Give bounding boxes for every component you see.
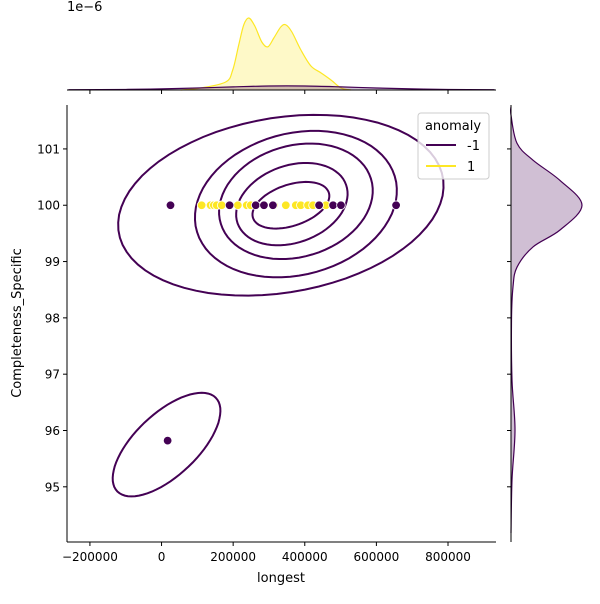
y-axis-label: Completeness_Specific [10,248,25,398]
x-axis-label: longest [257,571,305,586]
x-tick-label: 400000 [282,550,328,564]
scatter-point-anomaly-1 [281,200,291,210]
scatter-point-anomaly-1 [233,200,243,210]
x-tick-label: 600000 [353,550,399,564]
y-tick-label: 97 [45,368,60,382]
x-density-line [180,17,352,91]
y-tick-label: 95 [45,480,60,494]
y-tick-label: 99 [45,255,60,269]
scatter-point-anomaly-neg1 [314,200,324,210]
kde-contour-0 [251,180,331,230]
scatter-point-anomaly-neg1 [251,200,261,210]
scatter-point-anomaly-neg1 [268,200,278,210]
legend-label-neg1: -1 [467,139,480,154]
x-tick-label: 800000 [425,550,471,564]
scatter-point-anomaly-neg1 [224,200,235,210]
scatter-point-anomaly-neg1 [328,200,338,210]
x-density-line [68,85,495,91]
kde-contour-3 [193,129,398,279]
kde-contour-5 [111,391,222,498]
scatter-point-anomaly-1 [196,200,207,210]
offset-label: 1e−6 [67,0,102,15]
x-tick-label: 0 [158,550,166,564]
kde-contour-2 [218,142,374,260]
scatter-point-anomaly-neg1 [162,435,173,446]
y-tick-label: 96 [45,424,60,438]
y-density-line [509,106,583,534]
scatter-point-anomaly-neg1 [336,200,346,210]
top-marginal-axes [67,17,496,94]
scatter-point-anomaly-neg1 [165,200,176,210]
y-tick-label: 98 [45,311,60,325]
kde-contour-1 [235,162,349,247]
right-marginal-axes [507,105,583,542]
legend-title: anomaly [425,119,481,134]
legend: anomaly -1 1 [417,112,490,180]
scatter-point-anomaly-neg1 [391,200,401,210]
main-axes: −200000 0 200000 400000 600000 800000 95 96 97 98… [37,105,496,564]
x-tick-label: 200000 [210,550,256,564]
y-tick-label: 100 [37,199,60,213]
x-density-fill [180,17,352,90]
y-density-fill [510,106,582,533]
scatter-point-anomaly-1 [216,200,227,210]
y-tick-label: 101 [37,142,60,156]
scatter-point-anomaly-neg1 [259,200,269,210]
legend-label-1: 1 [467,160,475,175]
x-tick-label: −200000 [62,550,118,564]
kde-contour-4 [117,113,445,297]
